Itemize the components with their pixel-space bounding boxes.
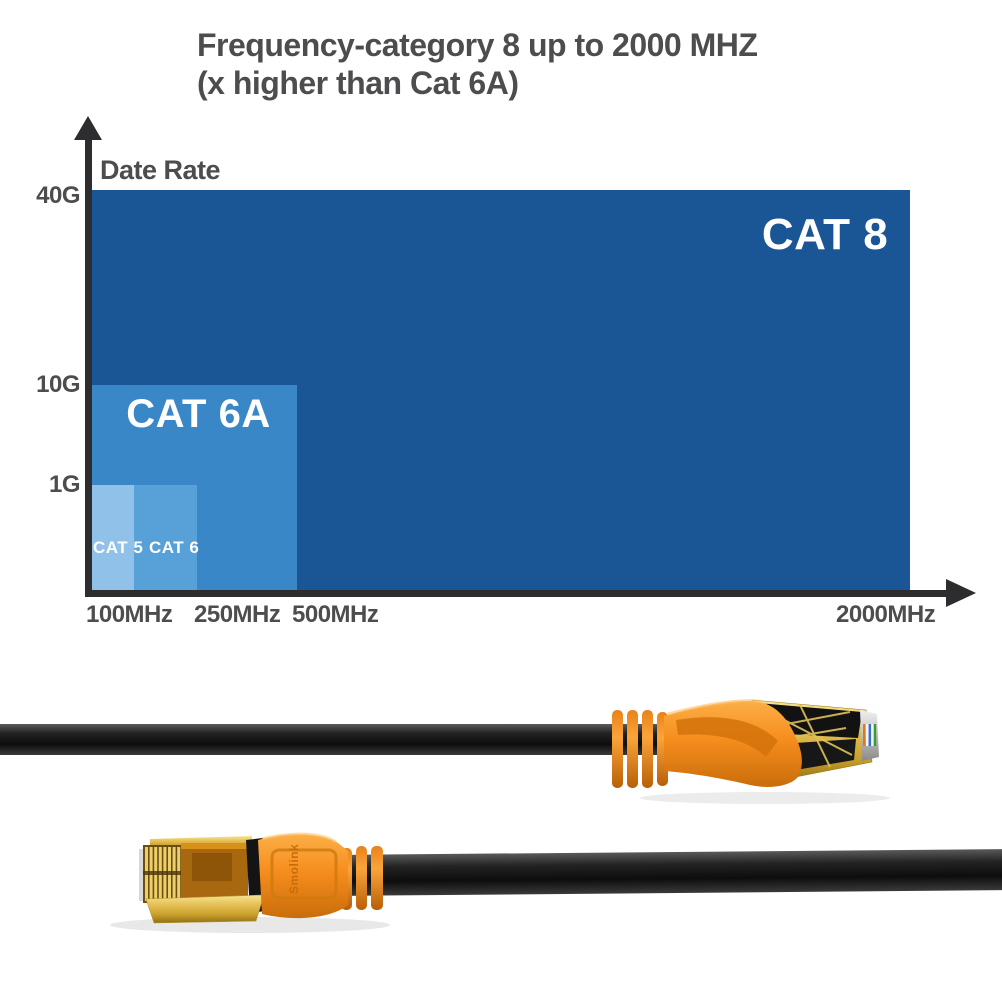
top-connector-shadow	[640, 792, 890, 804]
x-tick-2000mhz: 2000MHz	[836, 601, 936, 628]
title-line-2: (x higher than Cat 6A)	[197, 65, 519, 101]
y-axis-title: Date Rate	[100, 155, 221, 185]
top-boot-ribs	[612, 710, 668, 788]
y-tick-1g: 1G	[48, 471, 81, 498]
y-axis-arrow-icon	[74, 116, 102, 140]
y-axis-line	[85, 132, 92, 597]
bottom-rj45-connector	[139, 836, 265, 924]
x-tick-500mhz: 500MHz	[292, 601, 379, 628]
bar-label-cat6: CAT 6	[149, 538, 200, 557]
bottom-cable-jacket	[329, 849, 1002, 896]
bar-label-cat6a: CAT 6A	[126, 392, 271, 436]
bottom-connector-base-plate	[145, 894, 265, 924]
top-boot	[664, 699, 802, 787]
x-axis-arrow-icon	[946, 579, 976, 607]
title-line-1: Frequency-category 8 up to 2000 MHZ	[197, 27, 758, 63]
page-title: Frequency-category 8 up to 2000 MHZ (x h…	[197, 26, 758, 102]
y-tick-10g: 10G	[36, 371, 80, 398]
bottom-cable-image: Smolink	[110, 832, 1002, 933]
bar-label-cat8: CAT 8	[761, 210, 889, 259]
x-tick-100mhz: 100MHz	[86, 601, 173, 628]
boot-brand-text: Smolink	[287, 844, 301, 894]
x-axis-line	[85, 590, 948, 597]
bar-cat6	[134, 485, 197, 590]
x-tick-250mhz: 250MHz	[194, 601, 281, 628]
top-cable-image	[0, 699, 890, 804]
bar-cat5	[92, 485, 134, 590]
bottom-boot: Smolink	[258, 832, 348, 919]
top-cable-jacket	[0, 724, 670, 755]
top-connector-wire-stripes	[863, 724, 877, 746]
y-tick-40g: 40G	[36, 182, 80, 209]
bar-label-cat5: CAT 5	[93, 538, 144, 557]
